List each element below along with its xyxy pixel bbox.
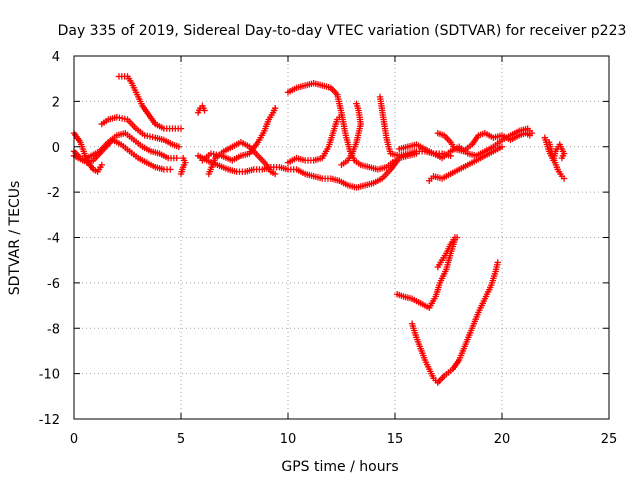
x-tick-label: 10	[280, 432, 297, 447]
y-axis-label: SDTVAR / TECUs	[7, 181, 23, 296]
grid	[74, 56, 609, 419]
series-arc-08	[194, 150, 420, 191]
series-markers	[408, 259, 501, 386]
series-markers	[194, 150, 420, 191]
series-markers	[177, 154, 189, 178]
ticks	[73, 55, 610, 420]
series-arc-12	[284, 111, 345, 166]
y-tick-labels: -12 -10 -8 -6 -4 -2 0 2 4	[39, 50, 60, 428]
series-markers	[434, 234, 459, 271]
series-arc-20	[393, 234, 461, 312]
y-tick-label: 2	[52, 95, 60, 110]
series-markers	[98, 114, 183, 150]
series-arc-06	[194, 102, 208, 116]
x-tick-label: 15	[387, 432, 404, 447]
series-markers	[434, 129, 534, 155]
series-arc-10	[199, 104, 279, 164]
y-tick-label: -2	[47, 186, 60, 201]
series-arc-17	[434, 129, 534, 155]
series-arc-05	[115, 73, 185, 132]
series-markers	[284, 111, 345, 166]
series-markers	[338, 100, 364, 169]
y-tick-label: -12	[39, 413, 60, 428]
y-tick-label: -8	[47, 322, 60, 337]
series-arc-22	[408, 259, 501, 386]
series-arc-19	[545, 139, 568, 182]
series-markers	[194, 102, 208, 116]
series-markers	[205, 139, 279, 178]
x-tick-label: 0	[70, 432, 78, 447]
series-arc-16	[426, 143, 506, 184]
y-tick-label: -10	[39, 368, 60, 383]
series-markers	[115, 73, 185, 132]
series-arc-21	[434, 234, 459, 271]
series-arc-14	[376, 93, 454, 160]
chart-title: Day 335 of 2019, Sidereal Day-to-day VTE…	[58, 23, 627, 39]
series-markers	[393, 234, 461, 312]
y-tick-label: 4	[52, 50, 60, 65]
data-points	[70, 73, 568, 386]
series-markers	[426, 143, 506, 184]
y-tick-label: -6	[47, 277, 60, 292]
series-arc-04	[98, 114, 183, 150]
series-markers	[376, 93, 454, 160]
y-tick-label: 0	[52, 141, 60, 156]
x-axis-label: GPS time / hours	[281, 459, 398, 475]
x-tick-label: 25	[601, 432, 618, 447]
series-arc-09	[205, 139, 279, 178]
series-arc-07	[177, 154, 189, 178]
series-markers	[545, 139, 568, 182]
x-tick-label: 20	[494, 432, 511, 447]
x-tick-label: 5	[177, 432, 185, 447]
series-arc-13	[338, 100, 364, 169]
x-tick-labels: 0 5 10 15 20 25	[70, 432, 617, 447]
series-markers	[199, 104, 279, 164]
y-tick-label: -4	[47, 232, 60, 247]
